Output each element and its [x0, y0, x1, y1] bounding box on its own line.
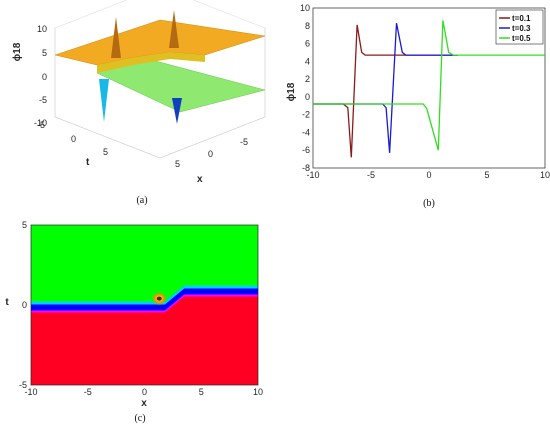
x-tick-label: 0: [208, 149, 213, 159]
y-tick-label: 4: [305, 56, 310, 66]
caption-a: (a): [136, 195, 147, 206]
x-tick-label: -10: [306, 170, 319, 180]
y-tick-label: -5: [19, 380, 27, 390]
y-axis-label-b: ϕ18: [286, 82, 297, 101]
line-chart-b: -10 -5 0 5 10 -8 -6 -4 -2 0 2 4 6 8 10 ϕ18 t=0.1t=0.3t…: [286, 3, 550, 209]
x-tick-label: 5: [484, 170, 489, 180]
y-tick-label: 5: [22, 220, 27, 230]
t-axis-label: t: [86, 157, 90, 168]
x-tick-label: -10: [24, 387, 37, 397]
plot-area-c: [30, 224, 259, 386]
tick-labels-b: -10 -5 0 5 10 -8 -6 -4 -2 0 2 4 6 8 10: [300, 3, 550, 180]
band-edge: [31, 294, 258, 313]
legend-entry: t=0.1: [512, 14, 531, 23]
hot-spot-core: [156, 296, 162, 301]
y-tick-label: 10: [300, 3, 310, 13]
spike-down: [172, 98, 182, 124]
x-tick-label: 5: [199, 387, 204, 397]
heatmap-field: [31, 225, 258, 385]
legend-entry: t=0.5: [512, 34, 531, 43]
x-tick-label: 10: [540, 170, 550, 180]
box-edge: [54, 28, 266, 159]
x-axis-label: x: [197, 174, 203, 185]
box-edge: [192, 0, 266, 29]
x-tick-label: 0: [426, 170, 431, 180]
region-upper: [31, 225, 258, 302]
t-tick-labels: -5 0 5: [37, 120, 108, 157]
t-tick-label: 5: [103, 147, 108, 157]
y-tick-label: -6: [302, 145, 310, 155]
y-tick-label: -8: [302, 163, 310, 173]
y-tick-label: 0: [305, 92, 310, 102]
y-tick-label: 8: [305, 21, 310, 31]
z-axis-label: ϕ18: [12, 42, 23, 61]
y-tick-label: 0: [22, 300, 27, 310]
y-axis-label-c: t: [5, 297, 9, 308]
x-tick-label: 5: [175, 159, 180, 169]
x-tick-label: 0: [142, 387, 147, 397]
caption-c: (c): [134, 413, 145, 424]
y-tick-label: -4: [302, 127, 310, 137]
z-tick-label: 5: [42, 48, 47, 58]
y-tick-label: -2: [302, 110, 310, 120]
spike-up: [111, 17, 121, 58]
series-line: [313, 24, 458, 158]
z-tick-label: -10: [34, 118, 47, 128]
x-axis-label-c: x: [141, 398, 147, 409]
z-tick-label: -5: [39, 95, 47, 105]
x-tick-label: -5: [84, 387, 92, 397]
x-tick-label: -5: [367, 170, 375, 180]
legend-entry: t=0.3: [512, 24, 531, 33]
x-tick-labels: 5 0 -5: [175, 137, 248, 169]
t-tick-label: 0: [71, 134, 76, 144]
z-tick-label: 10: [37, 24, 47, 34]
t-tick-label: -5: [37, 120, 45, 130]
z-tick-label: 0: [42, 72, 47, 82]
surface-3d: [54, 0, 266, 159]
y-tick-label: 6: [305, 39, 310, 49]
series-line: [313, 20, 545, 151]
x-tick-label: 10: [253, 387, 263, 397]
series-lines: [313, 20, 545, 158]
y-tick-label: 2: [305, 74, 310, 84]
x-tick-label: -5: [240, 137, 248, 147]
spike-up: [169, 10, 179, 48]
box-edge: [54, 0, 128, 29]
surface-step: [97, 52, 205, 73]
series-line: [313, 22, 458, 153]
caption-b: (b): [423, 198, 435, 209]
transition-band: [31, 285, 258, 313]
band-edge: [31, 285, 258, 305]
spike-down: [99, 79, 109, 122]
legend-b: t=0.1t=0.3t=0.5: [495, 9, 544, 45]
